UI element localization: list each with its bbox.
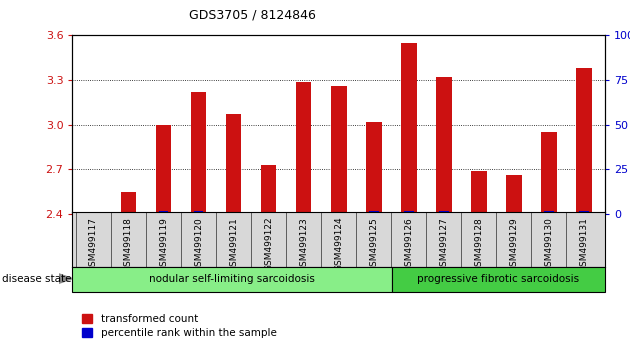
Text: disease state: disease state [2, 274, 71, 284]
Bar [229, 212, 239, 214]
Legend: transformed count, percentile rank within the sample: transformed count, percentile rank withi… [77, 310, 280, 342]
Text: nodular self-limiting sarcoidosis: nodular self-limiting sarcoidosis [149, 274, 315, 284]
Bar [159, 211, 168, 214]
Bar [579, 211, 588, 214]
Bar [193, 211, 203, 214]
Bar [89, 213, 98, 214]
Text: GSM499125: GSM499125 [369, 217, 378, 272]
Text: GSM499128: GSM499128 [474, 217, 483, 272]
Bar [299, 212, 309, 214]
Bar [401, 43, 416, 214]
Bar [509, 212, 518, 214]
Polygon shape [59, 274, 72, 284]
Bar [72, 267, 392, 292]
Bar [436, 77, 452, 214]
Bar [261, 165, 277, 214]
Bar [334, 212, 343, 214]
Bar [191, 92, 207, 214]
Text: GSM499118: GSM499118 [124, 217, 133, 272]
Text: GSM499121: GSM499121 [229, 217, 238, 272]
Text: GSM499123: GSM499123 [299, 217, 308, 272]
Bar [506, 176, 522, 214]
Bar [541, 132, 557, 214]
Bar [120, 192, 136, 214]
Bar [392, 267, 605, 292]
Bar [544, 211, 554, 214]
Bar [86, 213, 101, 214]
Text: GDS3705 / 8124846: GDS3705 / 8124846 [189, 9, 316, 22]
Bar [226, 114, 241, 214]
Text: GSM499129: GSM499129 [509, 217, 518, 272]
Text: GSM499122: GSM499122 [264, 217, 273, 272]
Bar [471, 171, 486, 214]
Text: GSM499120: GSM499120 [194, 217, 203, 272]
Bar [404, 211, 413, 214]
Bar [366, 122, 382, 214]
Text: progressive fibrotic sarcoidosis: progressive fibrotic sarcoidosis [417, 274, 580, 284]
Text: GSM499131: GSM499131 [580, 217, 588, 272]
Bar [331, 86, 346, 214]
Bar [156, 125, 171, 214]
Bar [369, 211, 379, 214]
Bar [123, 212, 134, 214]
Text: GSM499127: GSM499127 [439, 217, 448, 272]
Bar [474, 212, 484, 214]
Text: GSM499130: GSM499130 [544, 217, 553, 272]
Text: GSM499126: GSM499126 [404, 217, 413, 272]
Text: GSM499117: GSM499117 [89, 217, 98, 272]
Bar [295, 81, 311, 214]
Text: GSM499124: GSM499124 [334, 217, 343, 272]
Bar [438, 211, 449, 214]
Bar [576, 68, 592, 214]
Text: GSM499119: GSM499119 [159, 217, 168, 272]
Bar [264, 212, 273, 214]
